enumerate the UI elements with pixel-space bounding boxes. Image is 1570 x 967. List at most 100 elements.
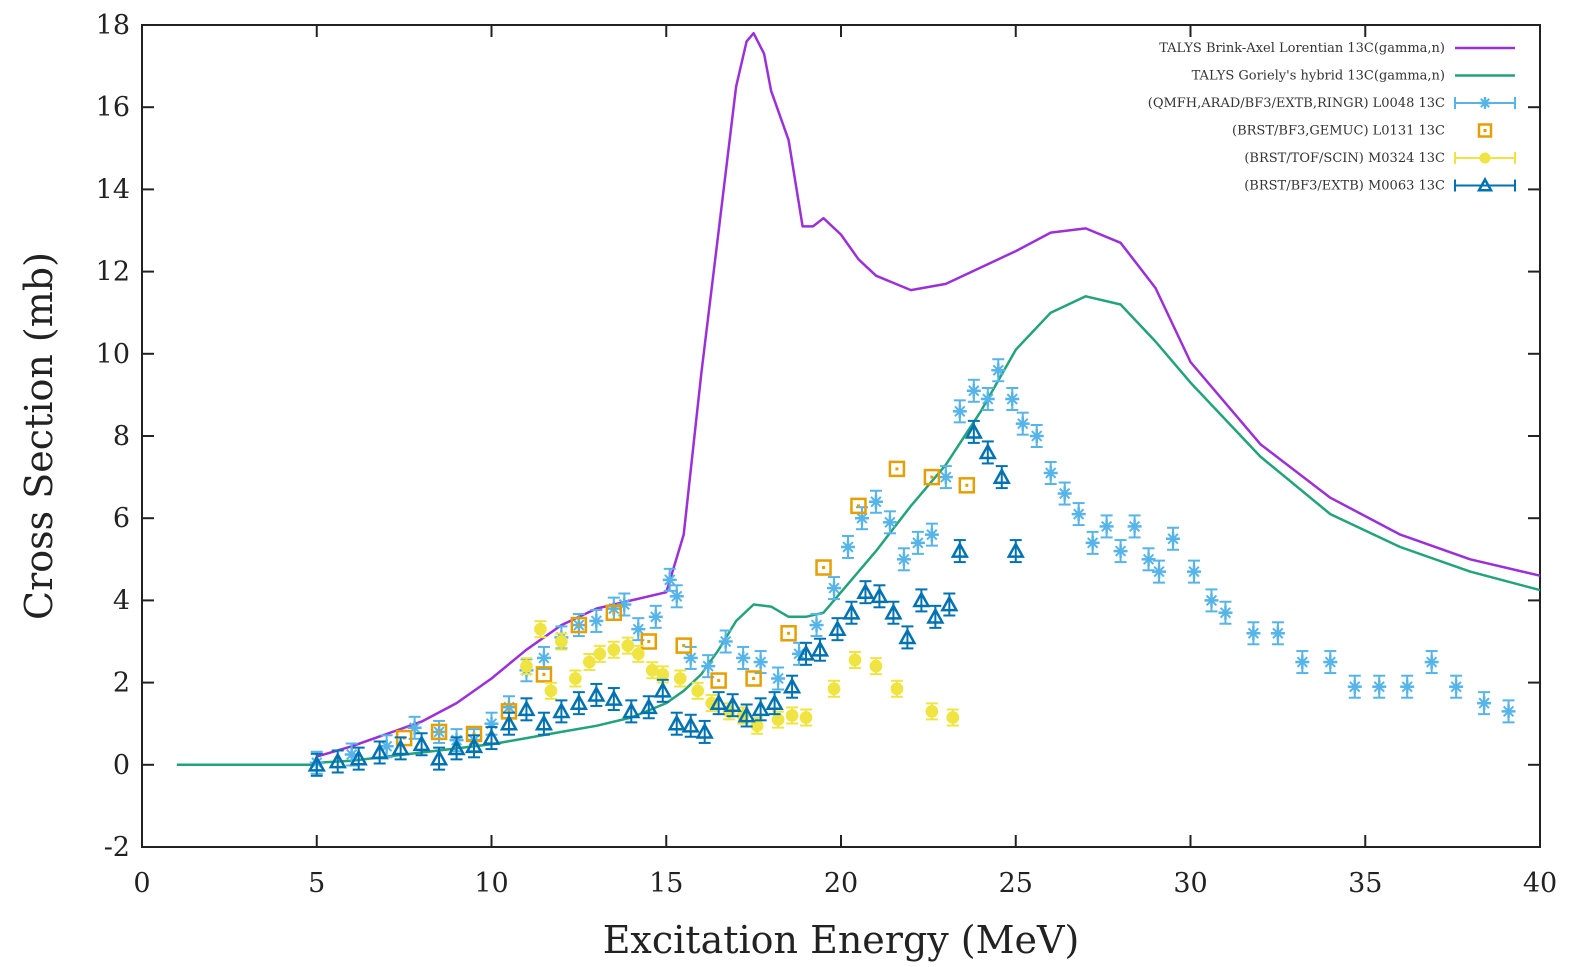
x-tick-label: 25 bbox=[999, 868, 1033, 899]
star-marker-d2 bbox=[702, 660, 714, 672]
y-tick-label: 6 bbox=[113, 503, 130, 534]
triangle-marker bbox=[639, 697, 658, 715]
triangle-marker bbox=[912, 590, 931, 608]
circle-marker bbox=[555, 635, 568, 648]
points-series-5 bbox=[307, 419, 1025, 777]
square-marker bbox=[815, 559, 832, 576]
star-marker-d2 bbox=[1128, 520, 1141, 533]
square-marker bbox=[605, 604, 623, 621]
star-marker-d2 bbox=[1045, 467, 1057, 479]
square-marker bbox=[923, 468, 941, 486]
star-marker-d2 bbox=[1219, 607, 1232, 619]
square-marker bbox=[745, 670, 762, 687]
legend-label: (QMFH,ARAD/BF3/EXTB,RINGR) L0048 13C bbox=[1148, 96, 1445, 111]
square-marker bbox=[640, 633, 658, 650]
star-marker-d2 bbox=[1006, 393, 1018, 405]
triangle-marker bbox=[667, 714, 686, 731]
star-marker-d2 bbox=[720, 635, 732, 648]
triangle-marker bbox=[709, 693, 728, 710]
triangle-marker bbox=[534, 714, 554, 731]
triangle-marker bbox=[884, 603, 903, 620]
star-marker-d2 bbox=[1073, 508, 1085, 520]
star-marker-d2 bbox=[1373, 681, 1385, 693]
square-marker bbox=[535, 666, 553, 683]
square-marker-dot bbox=[577, 623, 581, 627]
square-marker-dot bbox=[856, 504, 860, 508]
star-marker-d2 bbox=[381, 740, 393, 752]
triangle-marker bbox=[856, 582, 875, 600]
legend: TALYS Brink-Axel Lorentian 13C(gamma,n) T… bbox=[1148, 41, 1516, 194]
star-marker-d2 bbox=[590, 615, 602, 627]
triangle-marker bbox=[737, 705, 756, 723]
square-marker-dot bbox=[647, 640, 651, 643]
star-marker-d2 bbox=[1247, 627, 1260, 639]
circle-marker bbox=[520, 659, 533, 673]
circle-marker bbox=[583, 655, 596, 669]
triangle-marker bbox=[349, 749, 368, 766]
star-marker-d2 bbox=[737, 652, 749, 664]
square-marker-dot bbox=[717, 679, 721, 683]
circle-marker bbox=[890, 682, 904, 696]
square-marker-dot bbox=[472, 732, 476, 736]
star-marker-d2 bbox=[1426, 656, 1438, 668]
y-tick-label: 10 bbox=[96, 339, 130, 370]
star-marker-d2 bbox=[1349, 681, 1361, 693]
triangle-marker bbox=[604, 689, 623, 706]
y-tick-label: 16 bbox=[96, 92, 130, 123]
triangle-marker bbox=[978, 442, 997, 460]
star-marker-d2 bbox=[1296, 656, 1308, 668]
triangle-marker bbox=[499, 714, 519, 731]
triangle-marker bbox=[482, 728, 501, 745]
y-tick-label: 8 bbox=[113, 421, 130, 452]
triangle-marker bbox=[412, 734, 431, 752]
legend-label: (BRST/BF3/EXTB) M0063 13C bbox=[1244, 179, 1445, 194]
square-marker bbox=[888, 460, 906, 478]
square-marker-dot bbox=[682, 644, 686, 648]
triangle-marker bbox=[569, 693, 588, 710]
circle-marker bbox=[1479, 152, 1491, 164]
star-marker-d2 bbox=[954, 405, 966, 417]
y-axis-title: Cross Section (mb) bbox=[17, 252, 61, 620]
circle-marker bbox=[827, 682, 841, 696]
points-layer bbox=[307, 358, 1516, 777]
star-marker-d2 bbox=[664, 574, 676, 586]
star-marker-d2 bbox=[884, 516, 896, 528]
circle-marker bbox=[544, 684, 558, 698]
triangle-marker bbox=[782, 677, 802, 694]
circle-marker bbox=[785, 709, 799, 722]
triangle-marker bbox=[842, 603, 861, 620]
triangle-marker bbox=[992, 467, 1011, 484]
points-series-3 bbox=[395, 460, 976, 747]
star-marker-d2 bbox=[1188, 566, 1200, 578]
plot-frame bbox=[141, 24, 1541, 848]
triangle-marker bbox=[765, 693, 784, 710]
square-marker bbox=[850, 497, 867, 515]
x-tick-label: 20 bbox=[824, 868, 858, 899]
star-marker-d2 bbox=[856, 512, 868, 524]
x-tick-label: 0 bbox=[133, 868, 150, 899]
star-marker-d2 bbox=[632, 623, 644, 635]
triangle-marker bbox=[429, 749, 449, 766]
y-tick-label: 18 bbox=[96, 10, 130, 41]
circle-marker bbox=[848, 653, 862, 667]
triangle-marker bbox=[447, 738, 466, 756]
legend-label: (BRST/TOF/SCIN) M0324 13C bbox=[1244, 151, 1445, 166]
legend-label: TALYS Brink-Axel Lorentian 13C(gamma,n) bbox=[1159, 41, 1445, 56]
x-tick-label: 15 bbox=[649, 868, 683, 899]
legend-label: TALYS Goriely's hybrid 13C(gamma,n) bbox=[1192, 69, 1445, 84]
star-marker-d2 bbox=[1017, 418, 1029, 430]
circle-marker bbox=[771, 713, 785, 726]
y-tick-label: 4 bbox=[113, 585, 130, 616]
square-marker bbox=[1477, 123, 1493, 138]
square-marker-dot bbox=[612, 611, 616, 615]
circle-marker bbox=[569, 672, 582, 685]
star-marker-d2 bbox=[1167, 533, 1179, 545]
circle-marker bbox=[607, 643, 621, 657]
star-marker-d2 bbox=[1153, 566, 1165, 578]
star-marker-d2 bbox=[898, 553, 910, 565]
circle-marker bbox=[673, 672, 687, 685]
star-marker-d2 bbox=[755, 656, 767, 668]
y-tick-label: -2 bbox=[104, 832, 130, 863]
square-marker bbox=[780, 625, 797, 642]
